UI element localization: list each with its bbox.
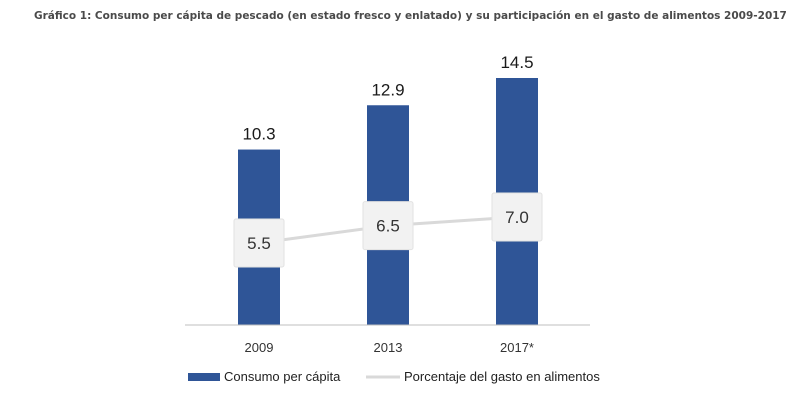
- x-tick-label-0: 2009: [245, 340, 274, 355]
- line-point-0: 5.5: [233, 218, 285, 268]
- legend-label-bar: Consumo per cápita: [224, 369, 341, 384]
- line-point-2: 7.0: [491, 192, 543, 242]
- bar-value-label-2: 14.5: [500, 53, 533, 72]
- x-tick-label-1: 2013: [374, 340, 403, 355]
- line-point-1: 6.5: [362, 201, 414, 251]
- line-value-labels: 5.5 6.5 7.0: [233, 192, 543, 268]
- line-label-box-0: [233, 218, 285, 268]
- bar-value-label-1: 12.9: [371, 80, 404, 99]
- x-tick-label-2: 2017*: [500, 340, 534, 355]
- legend: Consumo per cápita Porcentaje del gasto …: [188, 369, 600, 384]
- line-label-box-2: [491, 192, 543, 242]
- legend-label-line: Porcentaje del gasto en alimentos: [404, 369, 600, 384]
- line-value-label-0: 5.5: [247, 234, 271, 253]
- chart-title: Gráfico 1: Consumo per cápita de pescado…: [34, 10, 787, 22]
- bar-value-labels: 10.3 12.9 14.5: [242, 53, 533, 144]
- bar-value-label-0: 10.3: [242, 125, 275, 144]
- legend-swatch-bar: [188, 373, 220, 381]
- line-label-box-1: [362, 201, 414, 251]
- x-tick-labels: 2009 2013 2017*: [245, 340, 534, 355]
- line-value-label-2: 7.0: [505, 208, 529, 227]
- line-value-label-1: 6.5: [376, 217, 400, 236]
